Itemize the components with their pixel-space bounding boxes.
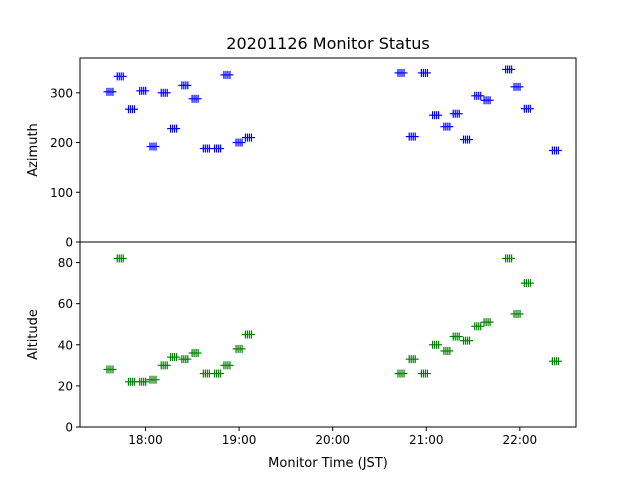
data-point [471,91,485,100]
data-point [199,369,213,378]
data-point [440,346,454,355]
y-axis-label: Altitude [26,309,41,360]
y-tick-label: 80 [58,256,73,270]
panel-altitude: 0 20 40 60 80 Altitude [26,241,577,435]
data-point [405,132,419,141]
data-point [417,369,431,378]
data-point [510,309,524,318]
y-axis-label: Azimuth [26,123,41,177]
data-point [157,88,171,97]
data-point [178,81,192,90]
data-point [480,318,494,327]
data-point [199,144,213,153]
data-point [449,109,463,118]
data-point [113,254,127,263]
data-point [417,68,431,77]
data-point [220,70,234,79]
y-tick-label: 20 [58,379,73,393]
y-tick-label: 0 [65,236,73,250]
data-point [103,87,117,96]
data-point [480,96,494,105]
x-tick-label: 21:00 [409,433,444,447]
y-tick-label: 200 [50,136,73,150]
y-tick-label: 40 [58,338,73,352]
data-point [548,146,562,155]
axes-frame [79,241,577,428]
data-point [167,353,181,362]
data-point [232,138,246,147]
data-point [124,377,138,386]
data-point [146,142,160,151]
data-point [136,86,150,95]
data-point [178,355,192,364]
data-point [220,361,234,370]
data-point [429,340,443,349]
data-point [502,65,516,74]
data-point [113,72,127,81]
data-point [510,82,524,91]
data-point [124,105,138,114]
data-point [103,365,117,374]
y-tick-label: 300 [50,86,73,100]
data-point [232,344,246,353]
chart-title: 20201126 Monitor Status [226,34,429,53]
data-point [146,375,160,384]
data-point [460,135,474,144]
data-point [449,332,463,341]
data-point [211,144,225,153]
data-point [520,104,534,113]
data-point [211,369,225,378]
data-point [471,322,485,331]
data-point [405,355,419,364]
x-tick-label: 19:00 [222,433,257,447]
data-point [394,369,408,378]
y-tick-label: 100 [50,186,73,200]
x-tick-label: 20:00 [315,433,350,447]
plot-panels: 0 100 200 300 Azimuth 0 20 40 60 80 Altitude 18:00 1… [26,57,577,447]
data-point [188,349,202,357]
data-point [502,254,516,263]
data-point [520,279,534,288]
data-point [241,330,255,339]
data-point [188,94,202,103]
data-point [429,111,443,120]
data-point [241,133,255,142]
x-tick-label: 18:00 [128,433,163,447]
data-point [167,124,181,133]
data-point [394,68,408,77]
data-point [460,336,474,345]
x-axis-label: Monitor Time (JST) [268,456,388,471]
x-tick-label: 22:00 [503,433,538,447]
data-point [157,361,171,370]
data-point [440,122,454,131]
y-tick-label: 60 [58,297,73,311]
y-tick-label: 0 [65,421,73,435]
data-point [136,377,150,386]
data-point [548,357,562,366]
